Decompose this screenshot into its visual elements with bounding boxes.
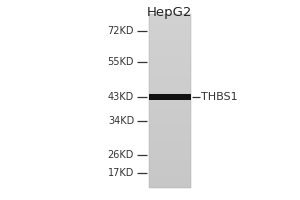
Text: HepG2: HepG2 — [147, 6, 192, 19]
Bar — [148, 131, 190, 134]
Bar — [148, 18, 190, 21]
Bar — [148, 127, 190, 129]
Bar — [148, 123, 190, 125]
Bar — [148, 183, 190, 186]
Bar — [148, 155, 190, 158]
Bar — [148, 101, 190, 103]
Bar — [148, 66, 190, 68]
Bar — [148, 164, 190, 166]
Bar — [148, 160, 190, 162]
Bar — [148, 14, 190, 16]
Text: 72KD: 72KD — [108, 26, 134, 36]
Bar — [148, 38, 190, 40]
Bar — [148, 94, 190, 97]
Bar — [148, 153, 190, 155]
Bar — [148, 31, 190, 34]
Bar — [148, 14, 190, 188]
Bar — [148, 51, 190, 53]
Bar — [148, 144, 190, 147]
Bar — [148, 96, 190, 99]
Bar — [148, 177, 190, 179]
Bar — [148, 138, 190, 140]
Text: 43KD: 43KD — [108, 92, 134, 102]
Bar — [148, 175, 190, 177]
Bar — [148, 22, 190, 25]
Text: 26KD: 26KD — [108, 150, 134, 160]
Bar — [148, 142, 190, 144]
Bar — [148, 88, 190, 90]
Bar — [148, 86, 190, 88]
Bar — [148, 77, 190, 79]
Bar — [148, 59, 190, 62]
Bar — [148, 103, 190, 105]
Bar — [148, 179, 190, 181]
Bar — [148, 120, 190, 123]
Bar — [148, 44, 190, 47]
Bar — [148, 166, 190, 168]
Bar — [148, 114, 190, 116]
Bar — [148, 125, 190, 127]
Bar — [148, 27, 190, 29]
Bar — [148, 186, 190, 188]
Text: 55KD: 55KD — [108, 57, 134, 67]
Bar — [148, 57, 190, 60]
Bar — [148, 162, 190, 164]
Bar — [148, 90, 190, 92]
Bar — [148, 68, 190, 71]
Bar — [148, 146, 190, 149]
Bar — [148, 151, 190, 153]
Bar — [148, 107, 190, 110]
Bar — [148, 99, 190, 101]
Bar — [148, 79, 190, 81]
Bar — [148, 105, 190, 108]
Bar — [148, 73, 190, 75]
Bar — [148, 92, 190, 94]
Bar — [148, 133, 190, 136]
Bar — [148, 140, 190, 142]
Bar — [148, 36, 190, 38]
Bar — [148, 129, 190, 131]
Bar — [148, 81, 190, 84]
Bar — [148, 109, 190, 112]
Bar — [148, 49, 190, 51]
Bar — [148, 75, 190, 77]
Bar — [148, 70, 190, 73]
Bar — [148, 42, 190, 44]
Bar — [148, 25, 190, 27]
Bar — [148, 46, 190, 49]
Bar — [148, 116, 190, 118]
Bar — [148, 112, 190, 114]
Bar — [148, 64, 190, 66]
Bar — [148, 136, 190, 138]
Bar — [148, 83, 190, 86]
Bar — [148, 16, 190, 18]
Bar — [148, 118, 190, 121]
Bar — [148, 173, 190, 175]
Bar — [148, 29, 190, 31]
Bar — [148, 94, 190, 100]
Bar — [148, 149, 190, 151]
Bar — [148, 55, 190, 57]
Bar — [148, 53, 190, 55]
Bar — [148, 157, 190, 160]
Bar — [148, 33, 190, 36]
Text: 17KD: 17KD — [108, 168, 134, 178]
Bar — [148, 181, 190, 184]
Text: THBS1: THBS1 — [201, 92, 238, 102]
Text: 34KD: 34KD — [108, 116, 134, 126]
Bar — [148, 20, 190, 23]
Bar — [148, 40, 190, 42]
Bar — [148, 62, 190, 64]
Bar — [148, 170, 190, 173]
Bar — [148, 168, 190, 171]
